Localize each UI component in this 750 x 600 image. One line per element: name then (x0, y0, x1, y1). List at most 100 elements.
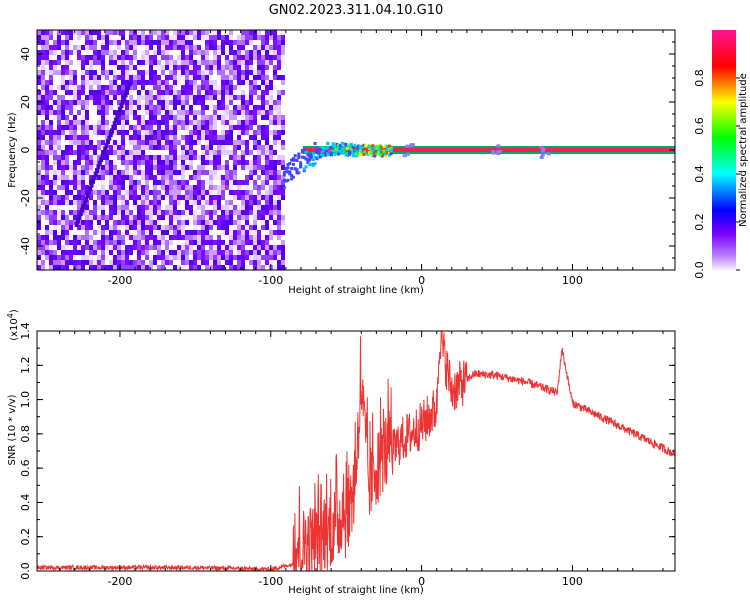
heatmap-cell (257, 45, 261, 50)
heatmap-cell (205, 215, 209, 220)
heatmap-cell (53, 190, 57, 195)
heatmap-cell (281, 160, 285, 165)
heatmap-cell (101, 245, 105, 250)
heatmap-cell (205, 55, 209, 60)
heatmap-cell (213, 90, 217, 95)
heatmap-cell (133, 65, 137, 70)
heatmap-cell (213, 150, 217, 155)
heatmap-cell (61, 255, 65, 260)
heatmap-cell (85, 135, 89, 140)
heatmap-cell (69, 40, 73, 45)
heatmap-cell (245, 115, 249, 120)
heatmap-cell (133, 200, 137, 205)
heatmap-cell (157, 130, 161, 135)
heatmap-cell (209, 175, 213, 180)
heatmap-cell (105, 240, 109, 245)
heatmap-cell (53, 210, 57, 215)
heatmap-cell (245, 230, 249, 235)
heatmap-cell (137, 220, 141, 225)
heatmap-cell (261, 150, 265, 155)
heatmap-cell (129, 195, 133, 200)
heatmap-cell (308, 156, 312, 160)
heatmap-cell (57, 205, 61, 210)
heatmap-cell (61, 105, 65, 110)
heatmap-cell (45, 155, 49, 160)
heatmap-cell (37, 225, 41, 230)
heatmap-cell (145, 90, 149, 95)
heatmap-cell (348, 143, 352, 147)
heatmap-cell (149, 155, 153, 160)
heatmap-cell (137, 80, 141, 85)
heatmap-cell (41, 75, 45, 80)
heatmap-cell (141, 95, 145, 100)
heatmap-cell (113, 55, 117, 60)
heatmap-cell (177, 180, 181, 185)
heatmap-cell (93, 205, 97, 210)
heatmap-cell (93, 185, 97, 190)
heatmap-cell (37, 60, 41, 65)
heatmap-cell (241, 90, 245, 95)
heatmap-cell (225, 40, 229, 45)
heatmap-cell (77, 170, 81, 175)
heatmap-cell (113, 170, 117, 175)
heatmap-cell (109, 55, 113, 60)
heatmap-cell (233, 65, 237, 70)
heatmap-cell (113, 185, 117, 190)
heatmap-cell (261, 125, 265, 130)
heatmap-cell (153, 95, 157, 100)
heatmap-cell (237, 215, 241, 220)
heatmap-cell (85, 140, 89, 145)
heatmap-cell (81, 140, 85, 145)
heatmap-cell (153, 210, 157, 215)
heatmap-cell (41, 125, 45, 130)
heatmap-cell (237, 120, 241, 125)
heatmap-cell (73, 240, 77, 245)
heatmap-cell (69, 225, 73, 230)
heatmap-cell (69, 90, 73, 95)
heatmap-cell (249, 170, 253, 175)
heatmap-cell (45, 200, 49, 205)
heatmap-cell (291, 175, 295, 179)
heatmap-cell (225, 70, 229, 75)
heatmap-cell (65, 105, 69, 110)
heatmap-cell (173, 185, 177, 190)
heatmap-cell (133, 145, 137, 150)
heatmap-cell (173, 125, 177, 130)
heatmap-cell (89, 90, 93, 95)
heatmap-cell (49, 120, 53, 125)
heatmap-cell (57, 110, 61, 115)
heatmap-cell (69, 220, 73, 225)
heatmap-cell (77, 200, 81, 205)
heatmap-cell (277, 210, 281, 215)
heatmap-cell (335, 151, 339, 155)
heatmap-cell (165, 180, 169, 185)
heatmap-cell (261, 205, 265, 210)
heatmap-cell (85, 35, 89, 40)
heatmap-cell (161, 35, 165, 40)
heatmap-cell (81, 255, 85, 260)
heatmap-cell (281, 260, 285, 265)
heatmap-cell (209, 135, 213, 140)
heatmap-cell (97, 90, 101, 95)
heatmap-cell (273, 40, 277, 45)
heatmap-cell (281, 155, 285, 160)
heatmap-cell (49, 200, 53, 205)
heatmap-cell (181, 250, 185, 255)
heatmap-cell (85, 110, 89, 115)
heatmap-cell (213, 80, 217, 85)
heatmap-cell (49, 210, 53, 215)
heatmap-cell (249, 120, 253, 125)
heatmap-cell (117, 45, 121, 50)
heatmap-cell (133, 150, 137, 155)
heatmap-cell (77, 225, 81, 230)
heatmap-cell (221, 250, 225, 255)
heatmap-cell (221, 75, 225, 80)
heatmap-cell (125, 190, 129, 195)
heatmap-cell (53, 195, 57, 200)
heatmap-cell (133, 140, 137, 145)
heatmap-cell (173, 40, 177, 45)
heatmap-cell (117, 55, 121, 60)
heatmap-cell (245, 220, 249, 225)
heatmap-cell (281, 255, 285, 260)
heatmap-cell (273, 190, 277, 195)
